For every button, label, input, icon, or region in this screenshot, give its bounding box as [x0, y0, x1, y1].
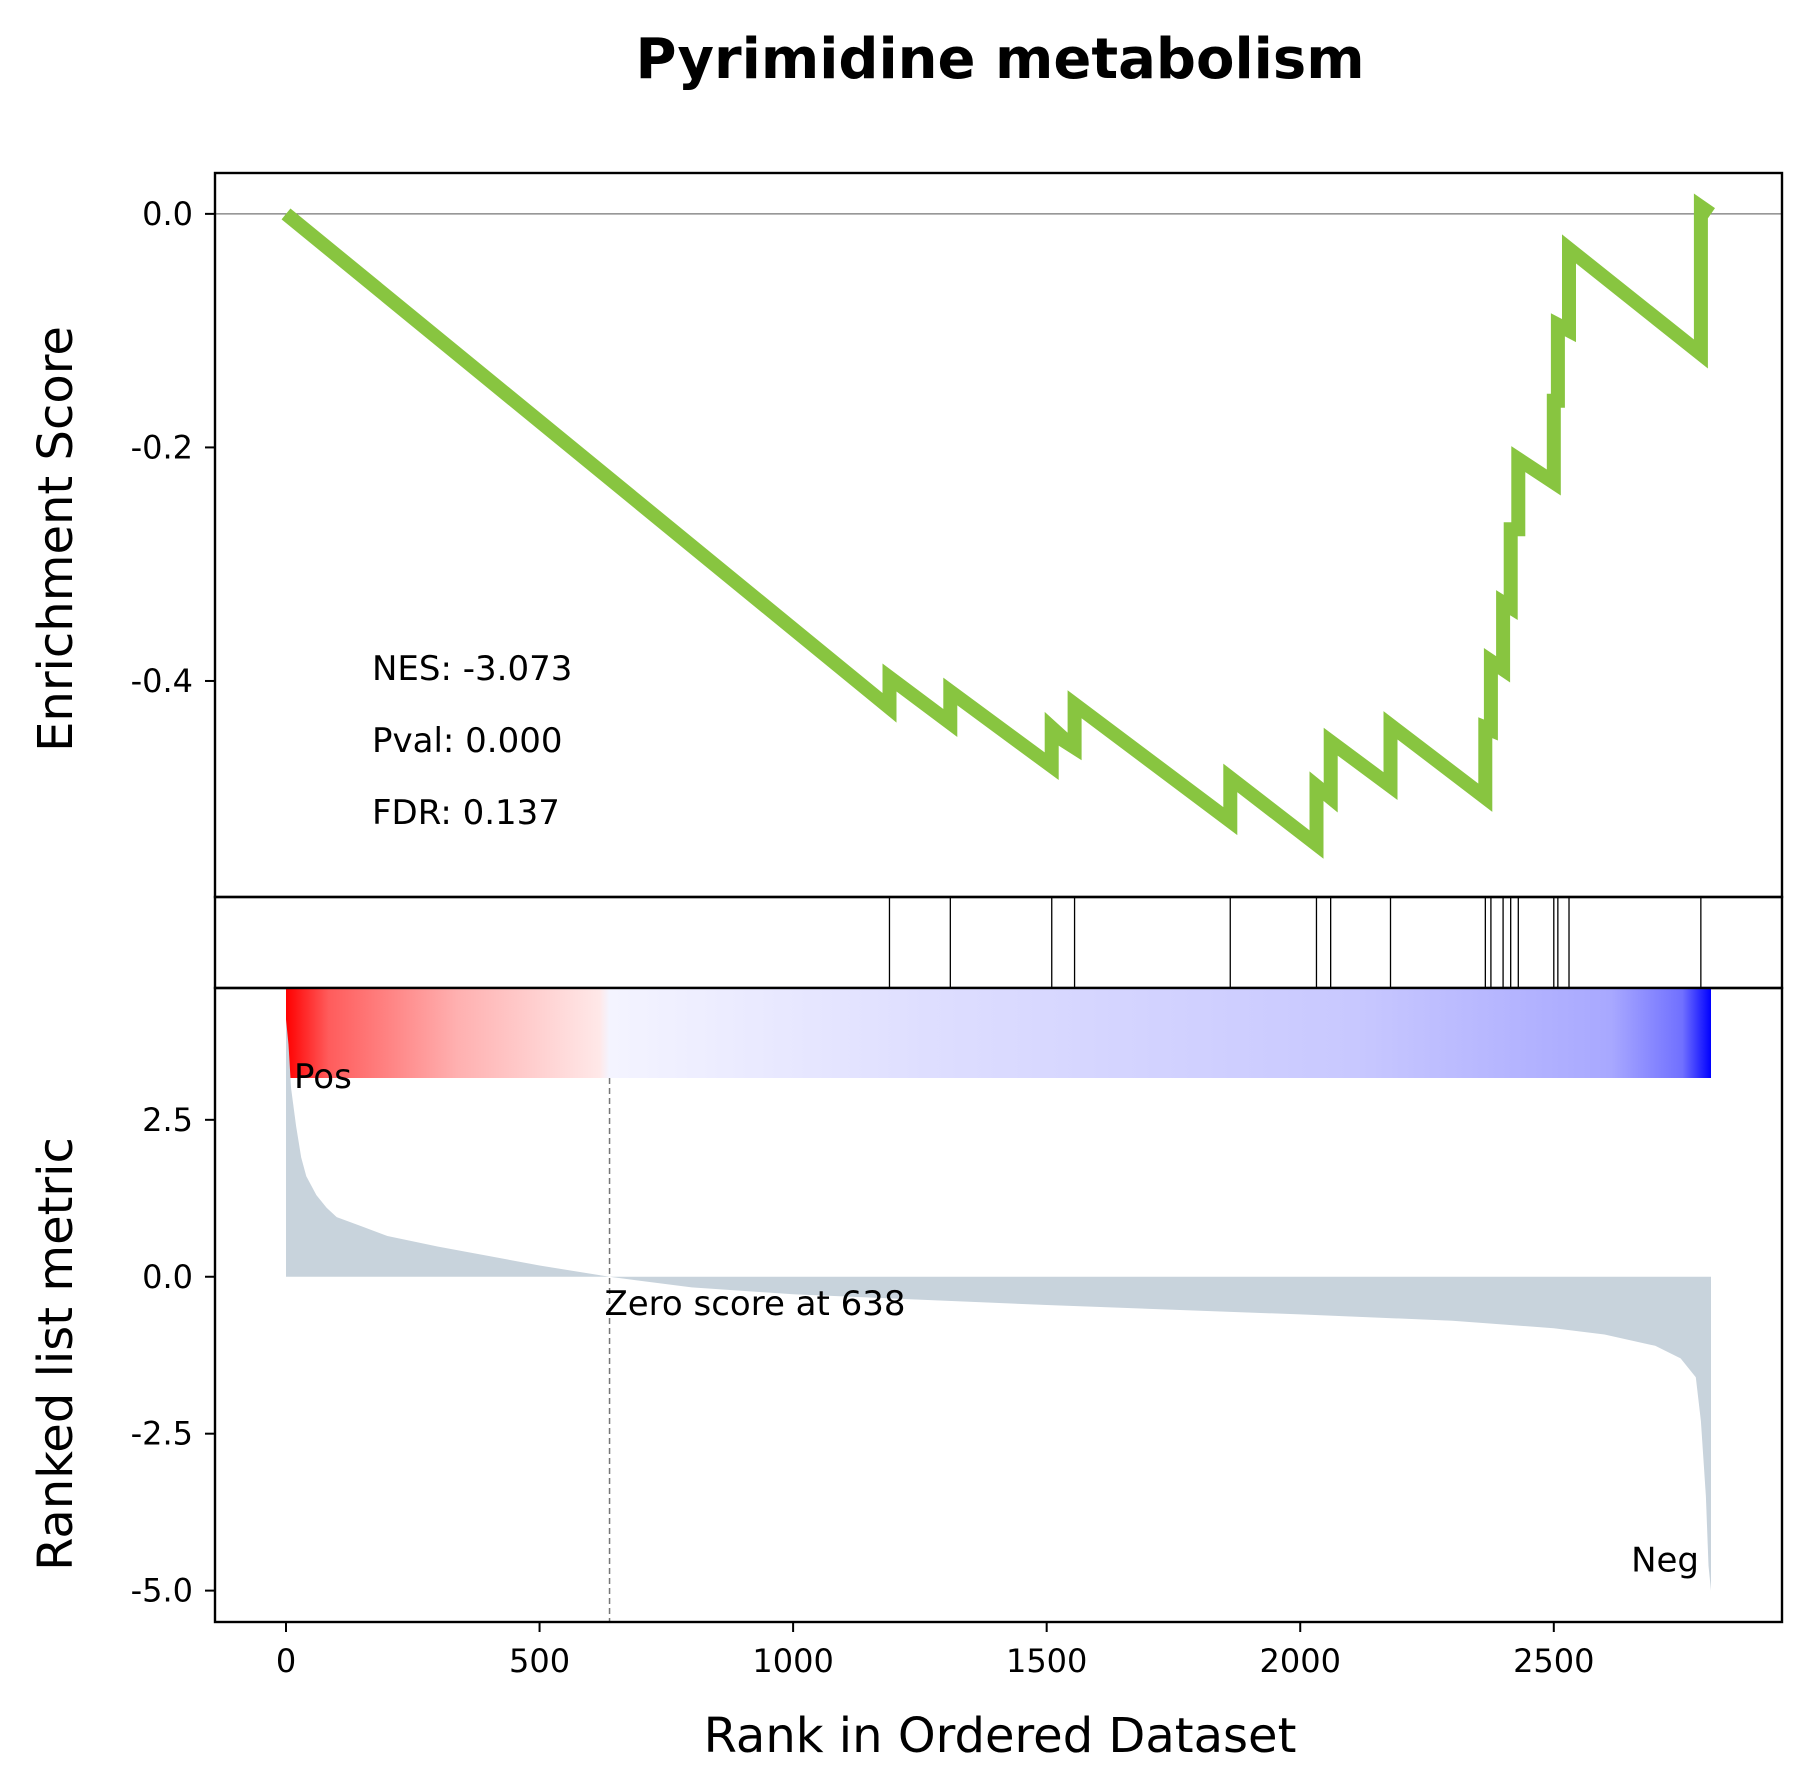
- x-tick-label: 500: [509, 1642, 570, 1680]
- x-axis-label: Rank in Ordered Dataset: [704, 1708, 1297, 1764]
- enrichment-score-line: [281, 193, 1715, 859]
- es-panel-frame: [213, 171, 1784, 899]
- x-tick-label: 0: [276, 1642, 296, 1680]
- x-ticks: 0 500 1000 1500 2000 2500: [276, 1622, 1595, 1680]
- hit-strip-panel: [213, 895, 1784, 990]
- metric-y-tick-label: 0.0: [142, 1258, 193, 1296]
- fdr-stat: FDR: 0.137: [372, 793, 560, 833]
- es-y-tick-label: -0.4: [131, 662, 193, 700]
- es-y-ticks: 0.0 -0.2 -0.4: [131, 195, 215, 700]
- hit-lines: [888, 897, 1702, 988]
- metric-y-tick-label: -2.5: [131, 1415, 193, 1453]
- metric-y-tick-label: 2.5: [142, 1101, 193, 1139]
- nes-stat: NES: -3.073: [372, 649, 572, 689]
- es-y-axis-label: Enrichment Score: [28, 326, 84, 752]
- zero-score-label: Zero score at 638: [604, 1284, 905, 1324]
- ranked-metric-panel: Zero score at 638 Pos Neg 2.5 0.0 -2.5 -5.0…: [28, 986, 1784, 1764]
- neg-label: Neg: [1631, 1541, 1699, 1581]
- hit-strip-frame: [213, 895, 1784, 990]
- pos-label: Pos: [294, 1057, 352, 1097]
- rank-color-bar: [285, 988, 1712, 1078]
- es-y-tick-label: 0.0: [142, 195, 193, 233]
- metric-y-ticks: 2.5 0.0 -2.5 -5.0: [131, 1101, 215, 1610]
- chart-title: Pyrimidine metabolism: [635, 27, 1364, 92]
- enrichment-score-panel: 0.0 -0.2 -0.4 NES: -3.073 Pval: 0.000 FDR:…: [28, 171, 1784, 899]
- ranked-metric-area: [286, 1019, 1711, 1591]
- x-tick-label: 1500: [1006, 1642, 1087, 1680]
- x-tick-label: 1000: [752, 1642, 833, 1680]
- metric-y-tick-label: -5.0: [131, 1572, 193, 1610]
- es-y-tick-label: -0.2: [131, 428, 193, 466]
- pval-stat: Pval: 0.000: [372, 721, 563, 761]
- metric-y-axis-label: Ranked list metric: [28, 1137, 84, 1571]
- x-tick-label: 2500: [1513, 1642, 1594, 1680]
- ranked-metric-frame: [213, 986, 1784, 1624]
- x-tick-label: 2000: [1260, 1642, 1341, 1680]
